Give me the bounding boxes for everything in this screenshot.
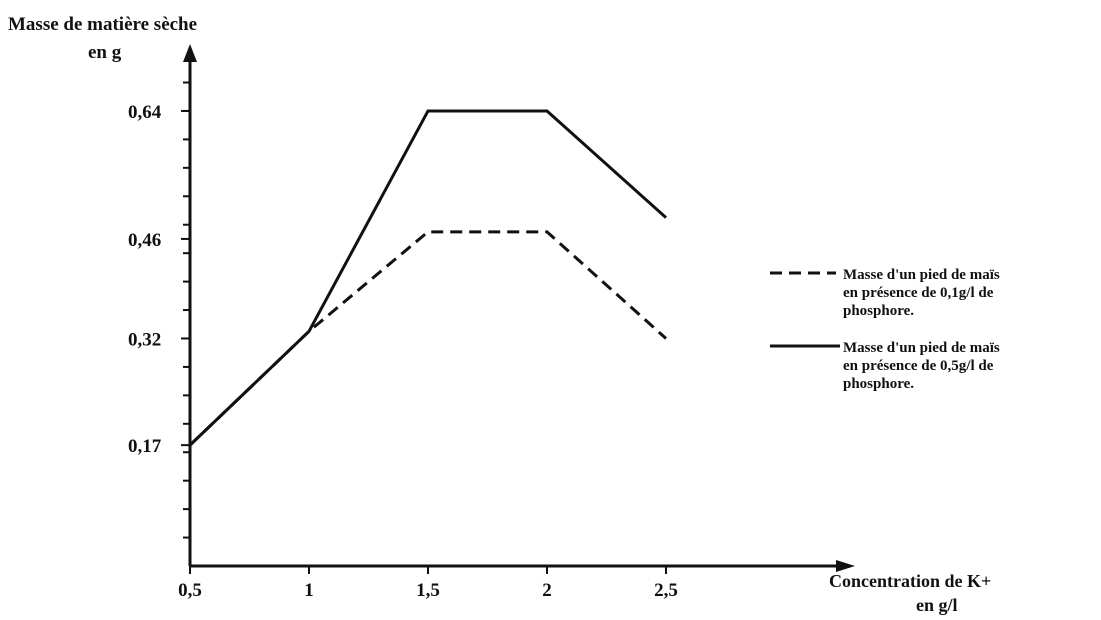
x-axis-title-line-1: Concentration de K+: [829, 571, 991, 591]
y-tick-label: 0,32: [128, 329, 161, 350]
x-axis-title-line-2: en g/l: [916, 595, 958, 615]
legend-label-1-line-3: phosphore.: [843, 303, 914, 319]
x-tick-label: 2,5: [654, 580, 678, 601]
legend-label-2-line-3: phosphore.: [843, 376, 914, 392]
y-tick-label: 0,17: [128, 436, 162, 457]
legend-label-2-line-2: en présence de 0,5g/l de: [843, 358, 994, 374]
legend-label-1-line-2: en présence de 0,1g/l de: [843, 285, 994, 301]
x-tick-label: 0,5: [178, 580, 202, 601]
x-tick-label: 2: [542, 580, 552, 601]
y-tick-label: 0,46: [128, 230, 161, 251]
tick-marks: [181, 109, 667, 574]
x-tick-label: 1,5: [416, 580, 440, 601]
series-line-0-5g-phosphore: [188, 109, 668, 447]
y-axis-title-line-1: Masse de matière sèche: [8, 14, 197, 35]
legend: Masse d'un pied de maïs en présence de 0…: [770, 267, 1000, 392]
y-axis-title-line-2: en g: [88, 42, 122, 63]
y-axis-arrowhead: [183, 44, 197, 62]
tick-labels: 0,5 1 1,5 2 2,5 0,17 0,32 0,46 0,64: [128, 102, 678, 601]
y-tick-label: 0,64: [128, 102, 162, 123]
x-axis-arrowhead: [836, 560, 855, 572]
x-tick-label: 1: [304, 580, 314, 601]
legend-label-2-line-1: Masse d'un pied de maïs: [843, 340, 1000, 356]
legend-label-1-line-1: Masse d'un pied de maïs: [843, 267, 1000, 283]
series-line-0-1g-phosphore: [188, 230, 668, 447]
series-group: [188, 109, 668, 447]
